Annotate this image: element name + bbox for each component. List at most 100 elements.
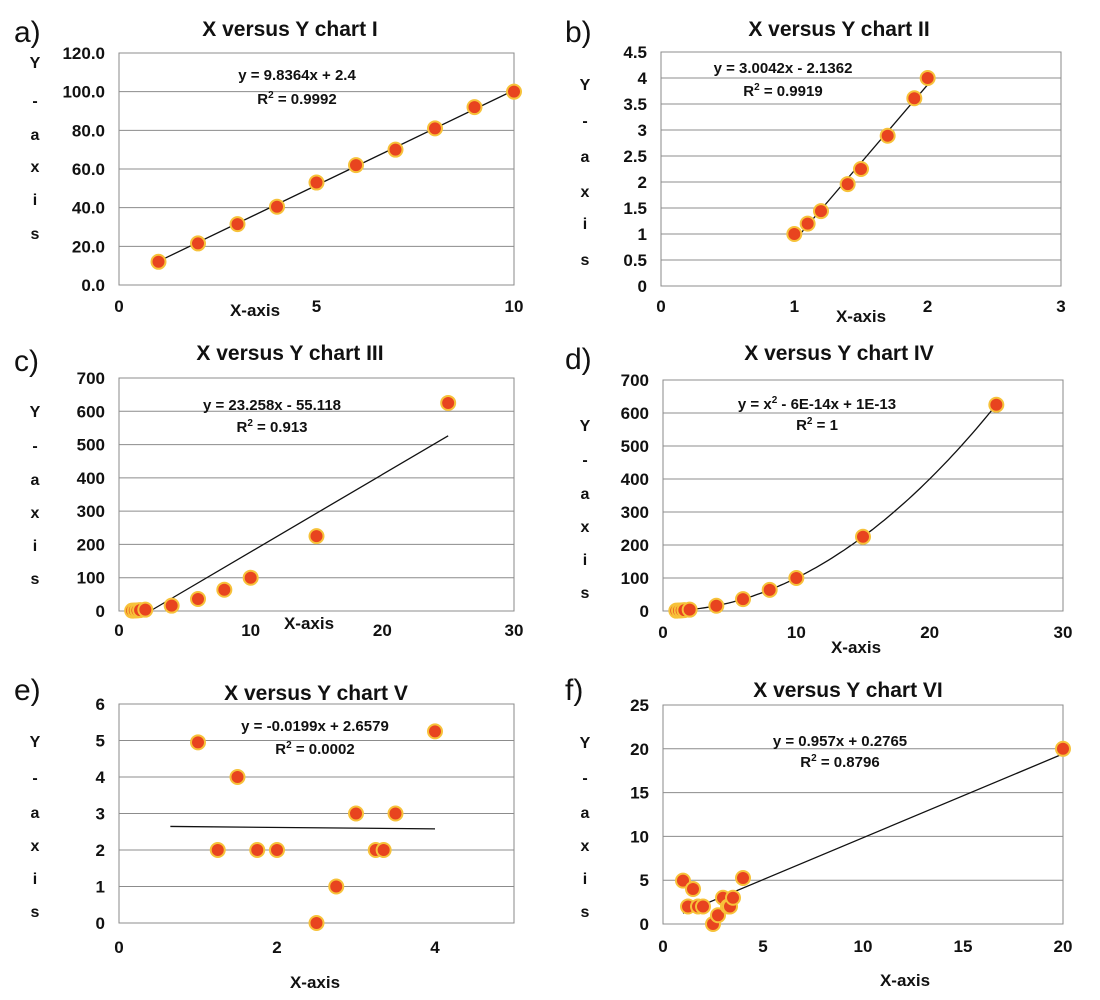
y-tick-label: 0	[96, 602, 105, 621]
y-axis-label: i	[583, 552, 587, 569]
data-point	[799, 215, 816, 232]
y-axis-label: i	[583, 871, 587, 888]
x-tick-label: 4	[430, 938, 440, 957]
x-axis-label: X-axis	[880, 971, 930, 990]
chart-b-svg: 0 0.5 1 1.5 2 2.5 3 3.5 4 4.5 0 1 2 3 y = 3.0042x - 2.…	[565, 16, 1066, 326]
data-point	[813, 203, 829, 220]
y-axis-label: Y	[580, 735, 591, 752]
data-point	[190, 734, 206, 751]
y-axis-label: -	[32, 770, 37, 787]
r-squared-label: R2 = 1	[796, 416, 838, 434]
y-axis-label: -	[582, 770, 587, 787]
y-tick-label: 120.0	[62, 44, 105, 63]
y-axis-label: s	[31, 226, 40, 243]
data-point	[1055, 740, 1071, 757]
y-axis-label: s	[581, 904, 590, 921]
y-tick-label: 300	[77, 502, 105, 521]
x-axis-label: X-axis	[831, 638, 881, 657]
data-point	[229, 216, 246, 233]
y-axis-label: Y	[30, 734, 41, 751]
y-axis-label: x	[581, 184, 590, 201]
y-tick-label: 400	[77, 469, 105, 488]
y-tick-label: 200	[77, 535, 105, 554]
panel-letter: f)	[565, 674, 583, 707]
x-tick-label: 10	[854, 937, 873, 956]
data-point	[348, 157, 364, 174]
plot-area	[662, 379, 1064, 612]
data-point	[137, 601, 154, 618]
y-tick-label: 600	[77, 402, 105, 421]
trendline-equation: y = 23.258x - 55.118	[203, 397, 341, 414]
y-tick-label: 20.0	[72, 237, 105, 256]
y-tick-label: 4	[96, 768, 106, 787]
data-point	[988, 396, 1005, 413]
x-tick-label: 10	[787, 623, 806, 642]
data-point	[506, 83, 522, 100]
y-axis-label: i	[33, 538, 37, 555]
y-axis-label: a	[581, 805, 590, 822]
data-point	[387, 141, 404, 158]
y-axis-label: x	[581, 838, 590, 855]
data-point	[190, 235, 206, 252]
x-tick-label: 10	[241, 621, 260, 640]
panel-letter: d)	[565, 343, 592, 376]
y-axis-label: Y	[30, 404, 41, 421]
y-tick-label: 3	[638, 121, 647, 140]
data-point	[375, 842, 392, 858]
data-point	[348, 805, 364, 822]
y-tick-label: 500	[77, 436, 105, 455]
y-tick-label: 40.0	[72, 199, 105, 218]
x-tick-label: 3	[1056, 297, 1065, 316]
y-tick-label: 600	[621, 404, 649, 423]
y-tick-label: 0.0	[81, 276, 105, 295]
trendline-equation: y = 9.8364x + 2.4	[238, 67, 356, 84]
y-tick-label: 80.0	[72, 121, 105, 140]
y-axis-label: s	[581, 585, 590, 602]
data-point	[919, 70, 936, 86]
x-axis-label: X-axis	[836, 307, 886, 326]
data-point	[708, 597, 725, 614]
y-axis-label: x	[581, 519, 590, 536]
chart-panel-f: 0 5 10 15 20 25 0 5 10 15 20 y = 0.957x + 0.2765 R2 …	[550, 666, 1100, 999]
chart-title: X versus Y chart III	[196, 342, 383, 365]
data-point	[427, 120, 443, 137]
y-tick-label: 200	[621, 536, 649, 555]
trendline-equation: y = -0.0199x + 2.6579	[241, 718, 389, 735]
y-tick-label: 0	[640, 915, 649, 934]
chart-title: X versus Y chart V	[224, 682, 408, 705]
data-point	[387, 805, 404, 822]
data-point	[906, 90, 923, 107]
chart-title: X versus Y chart VI	[753, 679, 943, 702]
x-tick-label: 30	[1054, 623, 1073, 642]
y-axis-label: -	[582, 113, 587, 130]
data-point	[242, 569, 259, 586]
y-tick-label: 25	[630, 696, 649, 715]
y-tick-label: 5	[96, 732, 105, 751]
plot-area	[118, 377, 515, 612]
y-tick-label: 100.0	[62, 83, 105, 102]
trendline-equation: y = x2 - 6E-14x + 1E-13	[738, 395, 896, 413]
data-point	[710, 907, 726, 924]
trendline	[158, 89, 515, 262]
y-axis-label: s	[31, 904, 40, 921]
data-point	[216, 581, 233, 598]
chart-panel-a: 0.0 20.0 40.0 60.0 80.0 100.0 120.0 0 5 10 y = 9.8…	[0, 0, 550, 333]
data-point	[879, 127, 896, 144]
y-axis-label: x	[31, 838, 40, 855]
y-tick-label: 300	[621, 503, 649, 522]
panel-letter: a)	[14, 16, 41, 49]
y-tick-label: 100	[77, 569, 105, 588]
data-point	[725, 889, 741, 906]
y-tick-label: 1	[96, 878, 105, 897]
x-axis-label: X-axis	[284, 614, 334, 633]
trendline	[170, 825, 436, 830]
data-point	[440, 394, 457, 411]
data-point	[308, 915, 325, 931]
data-point	[209, 842, 226, 858]
y-tick-label: 4.5	[623, 43, 647, 62]
x-tick-label: 5	[758, 937, 767, 956]
y-axis-label: a	[31, 805, 40, 822]
x-tick-label: 0	[114, 297, 123, 316]
trendline	[682, 753, 1064, 914]
chart-d-svg: 0 100 200 300 400 500 600 700 0 10 20 30 y = x2 - 6E…	[565, 342, 1073, 657]
